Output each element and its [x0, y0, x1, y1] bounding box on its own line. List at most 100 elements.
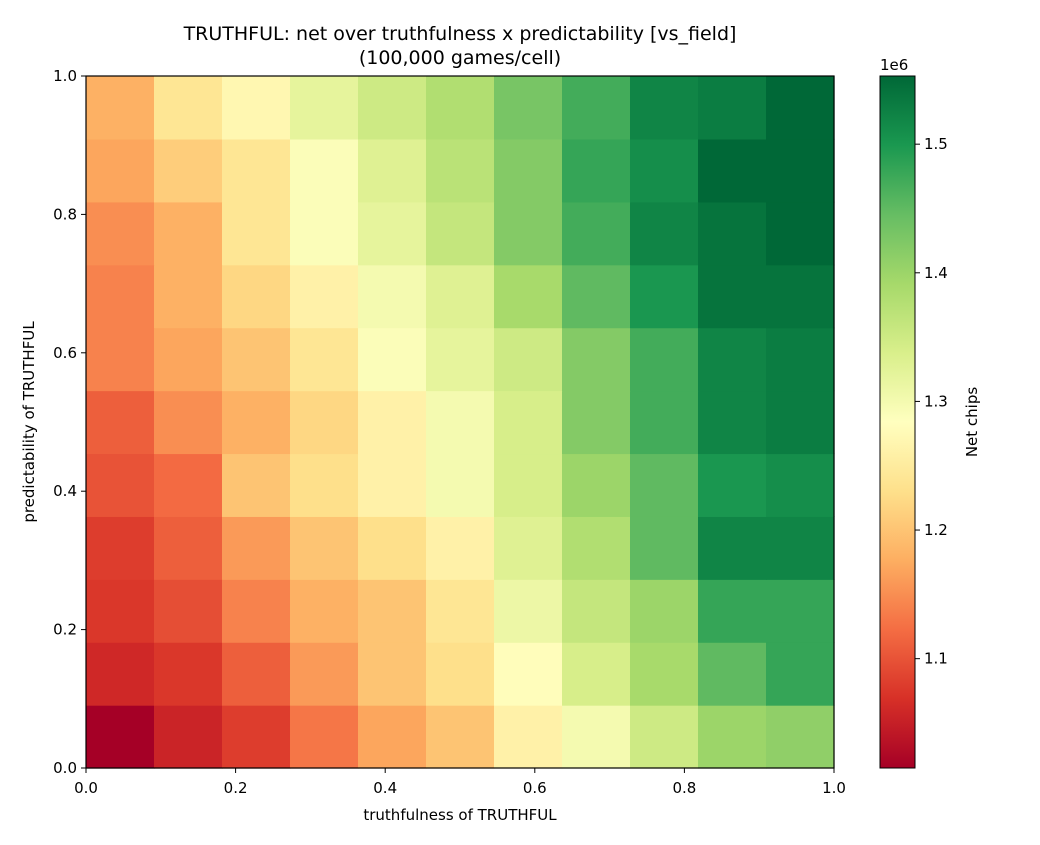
heatmap-cell	[154, 76, 223, 140]
heatmap-cell	[358, 516, 427, 580]
y-tick-label: 0.6	[53, 344, 77, 362]
heatmap-cell	[154, 453, 223, 517]
heatmap-cell	[698, 327, 767, 392]
heatmap-cell	[358, 138, 427, 203]
colorbar-tick-label: 1.5	[924, 135, 948, 153]
plot-frame	[85, 75, 835, 769]
heatmap-cell	[358, 76, 427, 140]
heatmap-cell	[290, 138, 359, 203]
x-axis-ticks: 0.0 0.2 0.4 0.6 0.8 1.0	[74, 768, 846, 797]
heatmap-cell	[290, 642, 359, 706]
heatmap-cell	[154, 327, 223, 392]
heatmap-cell	[222, 327, 291, 392]
heatmap-cell	[154, 642, 223, 706]
heatmap-cell	[630, 705, 699, 769]
heatmap-cell	[494, 201, 563, 266]
heatmap-cell	[766, 642, 835, 706]
heatmap-cell	[358, 453, 427, 517]
heatmap-cell	[766, 705, 835, 769]
heatmap-cell	[562, 201, 631, 266]
heatmap-cell	[766, 201, 835, 266]
y-axis-label: predictability of TRUTHFUL	[20, 321, 38, 523]
heatmap-cell	[562, 453, 631, 517]
x-tick-label: 0.8	[672, 779, 696, 797]
heatmap-cell	[698, 705, 767, 769]
heatmap-cell	[698, 642, 767, 706]
heatmap-cell	[154, 138, 223, 203]
heatmap-cell	[426, 516, 495, 580]
y-axis-ticks: 0.0 0.2 0.4 0.6 0.8 1.0	[53, 67, 86, 777]
heatmap-cell	[358, 390, 427, 455]
heatmap-cell	[426, 138, 495, 203]
colorbar	[879, 75, 916, 769]
heatmap-cell	[766, 453, 835, 517]
heatmap-cell	[630, 390, 699, 455]
heatmap-cell	[154, 201, 223, 266]
heatmap-cell	[290, 579, 359, 643]
y-tick-label: 1.0	[53, 67, 77, 85]
heatmap-cell	[426, 642, 495, 706]
x-tick-label: 1.0	[822, 779, 846, 797]
heatmap-cell	[766, 76, 835, 140]
heatmap-cell	[630, 453, 699, 517]
heatmap-cell	[562, 390, 631, 455]
heatmap-cell	[494, 579, 563, 643]
heatmap-cell	[290, 201, 359, 266]
heatmap-cell	[358, 264, 427, 329]
heatmap-cell	[426, 579, 495, 643]
heatmap-cell	[86, 201, 155, 266]
colorbar-offset-text: 1e6	[880, 56, 908, 74]
heatmap-cell	[562, 327, 631, 392]
heatmap-cell	[154, 705, 223, 769]
heatmap-cell	[494, 327, 563, 392]
heatmap-cell	[766, 390, 835, 455]
colorbar-tick-label: 1.1	[924, 650, 948, 668]
x-axis-label: truthfulness of TRUTHFUL	[363, 806, 557, 824]
heatmap-cell	[290, 76, 359, 140]
heatmap-cell	[358, 705, 427, 769]
heatmap-cell	[86, 390, 155, 455]
heatmap-cell	[698, 138, 767, 203]
heatmap-cell	[222, 642, 291, 706]
y-tick-label: 0.8	[53, 205, 77, 223]
heatmap-cell	[154, 516, 223, 580]
heatmap-cell	[562, 264, 631, 329]
heatmap-cell	[494, 264, 563, 329]
heatmap-cell	[86, 76, 155, 140]
heatmap-cell	[562, 705, 631, 769]
heatmap-cell	[698, 264, 767, 329]
y-tick-label: 0.4	[53, 482, 77, 500]
heatmap-cell	[86, 138, 155, 203]
heatmap-cell	[766, 579, 835, 643]
heatmap-cell	[698, 579, 767, 643]
heatmap-cell	[698, 390, 767, 455]
y-tick-label: 0.2	[53, 621, 77, 639]
colorbar-tick-label: 1.3	[924, 392, 948, 410]
heatmap-cell	[222, 201, 291, 266]
heatmap-cell	[290, 327, 359, 392]
heatmap-cell	[222, 390, 291, 455]
x-tick-label: 0.4	[373, 779, 397, 797]
chart-title: TRUTHFUL: net over truthfulness x predic…	[183, 23, 737, 45]
heatmap-cell	[154, 579, 223, 643]
heatmap-cell	[86, 705, 155, 769]
heatmap-cell	[222, 705, 291, 769]
colorbar-label: Net chips	[963, 387, 981, 458]
chart-subtitle: (100,000 games/cell)	[359, 47, 561, 69]
heatmap-cell	[562, 516, 631, 580]
heatmap-cell	[494, 516, 563, 580]
colorbar-tick-label: 1.4	[924, 264, 948, 282]
heatmap-cell	[698, 516, 767, 580]
heatmap-cell	[426, 327, 495, 392]
heatmap-cell	[630, 138, 699, 203]
heatmap-cell	[630, 642, 699, 706]
heatmap-cell	[86, 642, 155, 706]
heatmap-cell	[630, 327, 699, 392]
heatmap-cell	[630, 264, 699, 329]
heatmap-cell	[494, 390, 563, 455]
heatmap-cell	[494, 76, 563, 140]
heatmap-cell	[86, 579, 155, 643]
heatmap-cell	[494, 453, 563, 517]
heatmap-cell	[222, 264, 291, 329]
heatmap-cell	[562, 642, 631, 706]
